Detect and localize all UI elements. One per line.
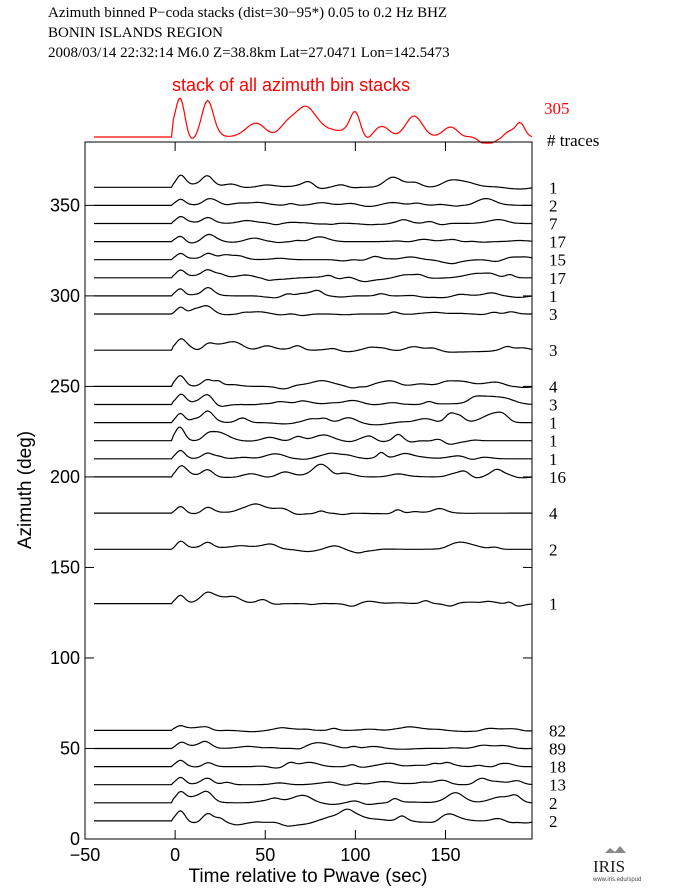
trace-waveform [94, 374, 533, 390]
x-axis-label: Time relative to Pwave (sec) [189, 866, 428, 887]
trace-waveform [94, 808, 533, 827]
mountain-icon [605, 846, 626, 853]
trace-waveform [94, 393, 533, 407]
trace-count: 2 [549, 794, 558, 813]
trace-waveform [94, 286, 533, 299]
trace-count: 1 [549, 595, 558, 614]
trace-waveform [94, 233, 533, 244]
trace-waveform [94, 449, 532, 460]
y-tick-label: 250 [50, 376, 80, 396]
stack-waveform [94, 97, 533, 144]
y-tick-label: 100 [50, 648, 80, 668]
trace-waveform [94, 540, 532, 554]
header-line-3: 2008/03/14 22:32:14 M6.0 Z=38.8km Lat=27… [48, 45, 450, 61]
x-tick-label: −50 [70, 845, 101, 865]
x-tick-label: 50 [255, 845, 275, 865]
trace-count: 15 [549, 251, 566, 270]
trace-waveform [94, 304, 532, 317]
trace-count: 4 [549, 377, 558, 396]
trace-waveform [94, 215, 532, 226]
y-axis: 0 50 100 150 200 250 300 350 [50, 195, 532, 849]
trace-count: 17 [549, 269, 567, 288]
trace-waveform [94, 252, 533, 265]
trace-waveform [94, 591, 533, 607]
trace-count: 2 [549, 540, 558, 559]
trace-waveform [94, 269, 532, 283]
y-tick-label: 350 [50, 195, 80, 215]
trace-waveform [94, 759, 532, 769]
trace-count: 3 [549, 341, 558, 360]
trace-count: 4 [549, 504, 558, 523]
trace-count: 2 [549, 812, 558, 831]
trace-waveform [94, 463, 533, 479]
trace-waveform [94, 790, 533, 805]
trace-count: 13 [549, 776, 566, 795]
logo-text: IRIS [593, 857, 625, 876]
trace-count: 17 [549, 233, 567, 252]
trace-waveform [94, 174, 533, 190]
iris-logo: IRIS www.iris.edu/spud [592, 846, 641, 883]
trace-waveform [94, 740, 532, 750]
trace-waveform [94, 410, 532, 426]
y-tick-label: 200 [50, 467, 80, 487]
y-tick-label: 150 [50, 557, 80, 577]
trace-waveform [94, 198, 532, 207]
x-tick-label: 0 [170, 845, 180, 865]
logo-subtext: www.iris.edu/spud [592, 877, 641, 883]
trace-waveform [94, 776, 533, 786]
trace-count: 3 [549, 396, 558, 415]
stack-label: stack of all azimuth bin stacks [172, 75, 410, 95]
stack-trace-count: 305 [544, 99, 570, 118]
header-line-1: Azimuth binned P−coda stacks (dist=30−95… [48, 5, 447, 21]
y-tick-label: 50 [60, 738, 80, 758]
trace-count: 18 [549, 758, 566, 777]
trace-count: 1 [549, 178, 558, 197]
trace-waveform [94, 426, 532, 445]
traces-column-label: # traces [547, 131, 599, 150]
trace-count: 82 [549, 721, 566, 740]
trace-count: 89 [549, 739, 566, 758]
plot-frame [84, 141, 533, 840]
trace-count: 1 [549, 432, 558, 451]
x-axis: −50 0 50 100 150 [70, 142, 461, 865]
waveform-traces [94, 174, 533, 827]
x-tick-label: 100 [340, 845, 370, 865]
trace-waveform [94, 724, 533, 733]
y-axis-label: Azimuth (deg) [15, 431, 36, 549]
y-tick-label: 300 [50, 286, 80, 306]
x-tick-label: 150 [430, 845, 460, 865]
trace-waveform [94, 338, 533, 353]
trace-count: 2 [549, 196, 558, 215]
trace-count: 1 [549, 287, 558, 306]
trace-count: 16 [549, 468, 566, 487]
header-line-2: BONIN ISLANDS REGION [48, 25, 223, 41]
trace-count: 1 [549, 414, 558, 433]
trace-waveform [94, 503, 532, 516]
trace-count: 1 [549, 450, 558, 469]
trace-count: 3 [549, 305, 558, 324]
trace-count: 7 [549, 214, 558, 233]
y-tick-label: 0 [70, 829, 80, 849]
